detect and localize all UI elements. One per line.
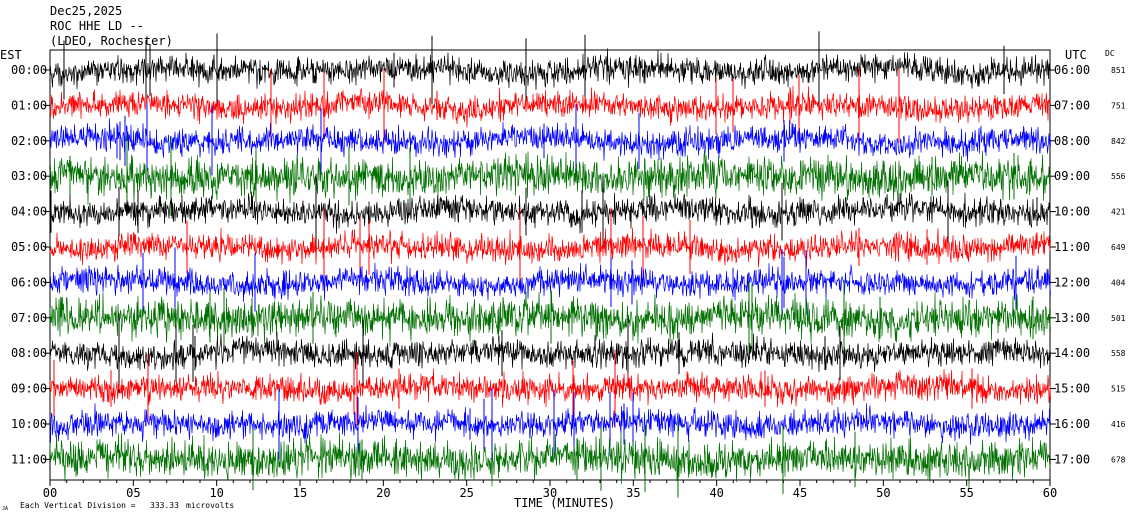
trace-line <box>49 191 1051 234</box>
x-tick-label: 45 <box>793 486 807 500</box>
x-tick-label: 60 <box>1043 486 1057 500</box>
x-tick-label: 50 <box>876 486 890 500</box>
utc-hour-label: 10:00 <box>1054 205 1090 219</box>
trace-line <box>49 262 1051 303</box>
dc-value: 649 <box>1111 243 1126 252</box>
utc-hour-label: 08:00 <box>1054 134 1090 148</box>
trace-line <box>49 48 1051 91</box>
utc-axis-label: UTC <box>1065 48 1087 62</box>
est-hour-label: 04:00 <box>11 205 47 219</box>
scale-prefix: Each Vertical Division = <box>20 501 136 510</box>
utc-hour-label: 09:00 <box>1054 169 1090 183</box>
trace-line <box>49 290 1051 347</box>
trace-line <box>49 85 1051 128</box>
est-hour-label: 05:00 <box>11 240 47 254</box>
x-tick-label: 20 <box>376 486 390 500</box>
trace-line <box>49 331 1051 373</box>
dc-value: 421 <box>1111 208 1126 217</box>
dc-value: 558 <box>1111 349 1126 358</box>
utc-hour-label: 13:00 <box>1054 311 1090 325</box>
utc-hour-label: 12:00 <box>1054 275 1090 289</box>
dc-value: 501 <box>1111 314 1126 323</box>
est-hour-label: 00:00 <box>11 63 47 77</box>
scale-value: 333.33 <box>150 501 179 510</box>
est-hour-label: 03:00 <box>11 169 47 183</box>
x-tick-label: 15 <box>293 486 307 500</box>
header-network: (LDEO, Rochester) <box>50 34 173 48</box>
trace-line <box>49 150 1051 205</box>
axis-layer: 00:00 06:00 851 01:00 07:00 751 02:00 08:00 842 0… <box>11 63 1126 500</box>
est-hour-label: 06:00 <box>11 275 47 289</box>
dc-value: 842 <box>1111 137 1126 146</box>
dc-value: 556 <box>1111 172 1126 181</box>
dc-column-label: DC <box>1105 49 1115 58</box>
dc-value: 515 <box>1111 385 1126 394</box>
x-tick-label: 05 <box>126 486 140 500</box>
est-hour-label: 09:00 <box>11 382 47 396</box>
trace-layer <box>49 31 1051 498</box>
x-tick-label: 55 <box>959 486 973 500</box>
est-hour-label: 01:00 <box>11 98 47 112</box>
header-station: ROC HHE LD -- <box>50 19 144 33</box>
x-tick-label: 30 <box>543 486 557 500</box>
x-tick-label: 00 <box>43 486 57 500</box>
x-tick-label: 10 <box>209 486 223 500</box>
trace-line <box>49 118 1051 162</box>
utc-hour-label: 17:00 <box>1054 452 1090 466</box>
utc-hour-label: 11:00 <box>1054 240 1090 254</box>
utc-hour-label: 14:00 <box>1054 346 1090 360</box>
trace-line <box>49 432 1051 489</box>
utc-hour-label: 07:00 <box>1054 98 1090 112</box>
footer-mark: JA <box>2 506 8 512</box>
x-axis-title: TIME (MINUTES) <box>514 496 615 510</box>
x-tick-label: 25 <box>459 486 473 500</box>
trace-line <box>49 368 1051 408</box>
dc-value: 678 <box>1111 455 1126 464</box>
x-tick-label: 35 <box>626 486 640 500</box>
est-hour-label: 10:00 <box>11 417 47 431</box>
trace-line <box>49 403 1051 445</box>
dc-value: 416 <box>1111 420 1126 429</box>
trace-line <box>49 227 1051 268</box>
utc-hour-label: 16:00 <box>1054 417 1090 431</box>
est-hour-label: 02:00 <box>11 134 47 148</box>
est-hour-label: 07:00 <box>11 311 47 325</box>
dc-value: 751 <box>1111 101 1126 110</box>
x-tick-label: 40 <box>709 486 723 500</box>
header-date: Dec25,2025 <box>50 4 123 18</box>
est-axis-label: EST <box>0 48 22 62</box>
dc-value: 404 <box>1111 278 1126 287</box>
utc-hour-label: 15:00 <box>1054 382 1090 396</box>
scale-unit: microvolts <box>186 501 234 510</box>
utc-hour-label: 06:00 <box>1054 63 1090 77</box>
est-hour-label: 11:00 <box>11 452 47 466</box>
est-hour-label: 08:00 <box>11 346 47 360</box>
dc-value: 851 <box>1111 66 1126 75</box>
